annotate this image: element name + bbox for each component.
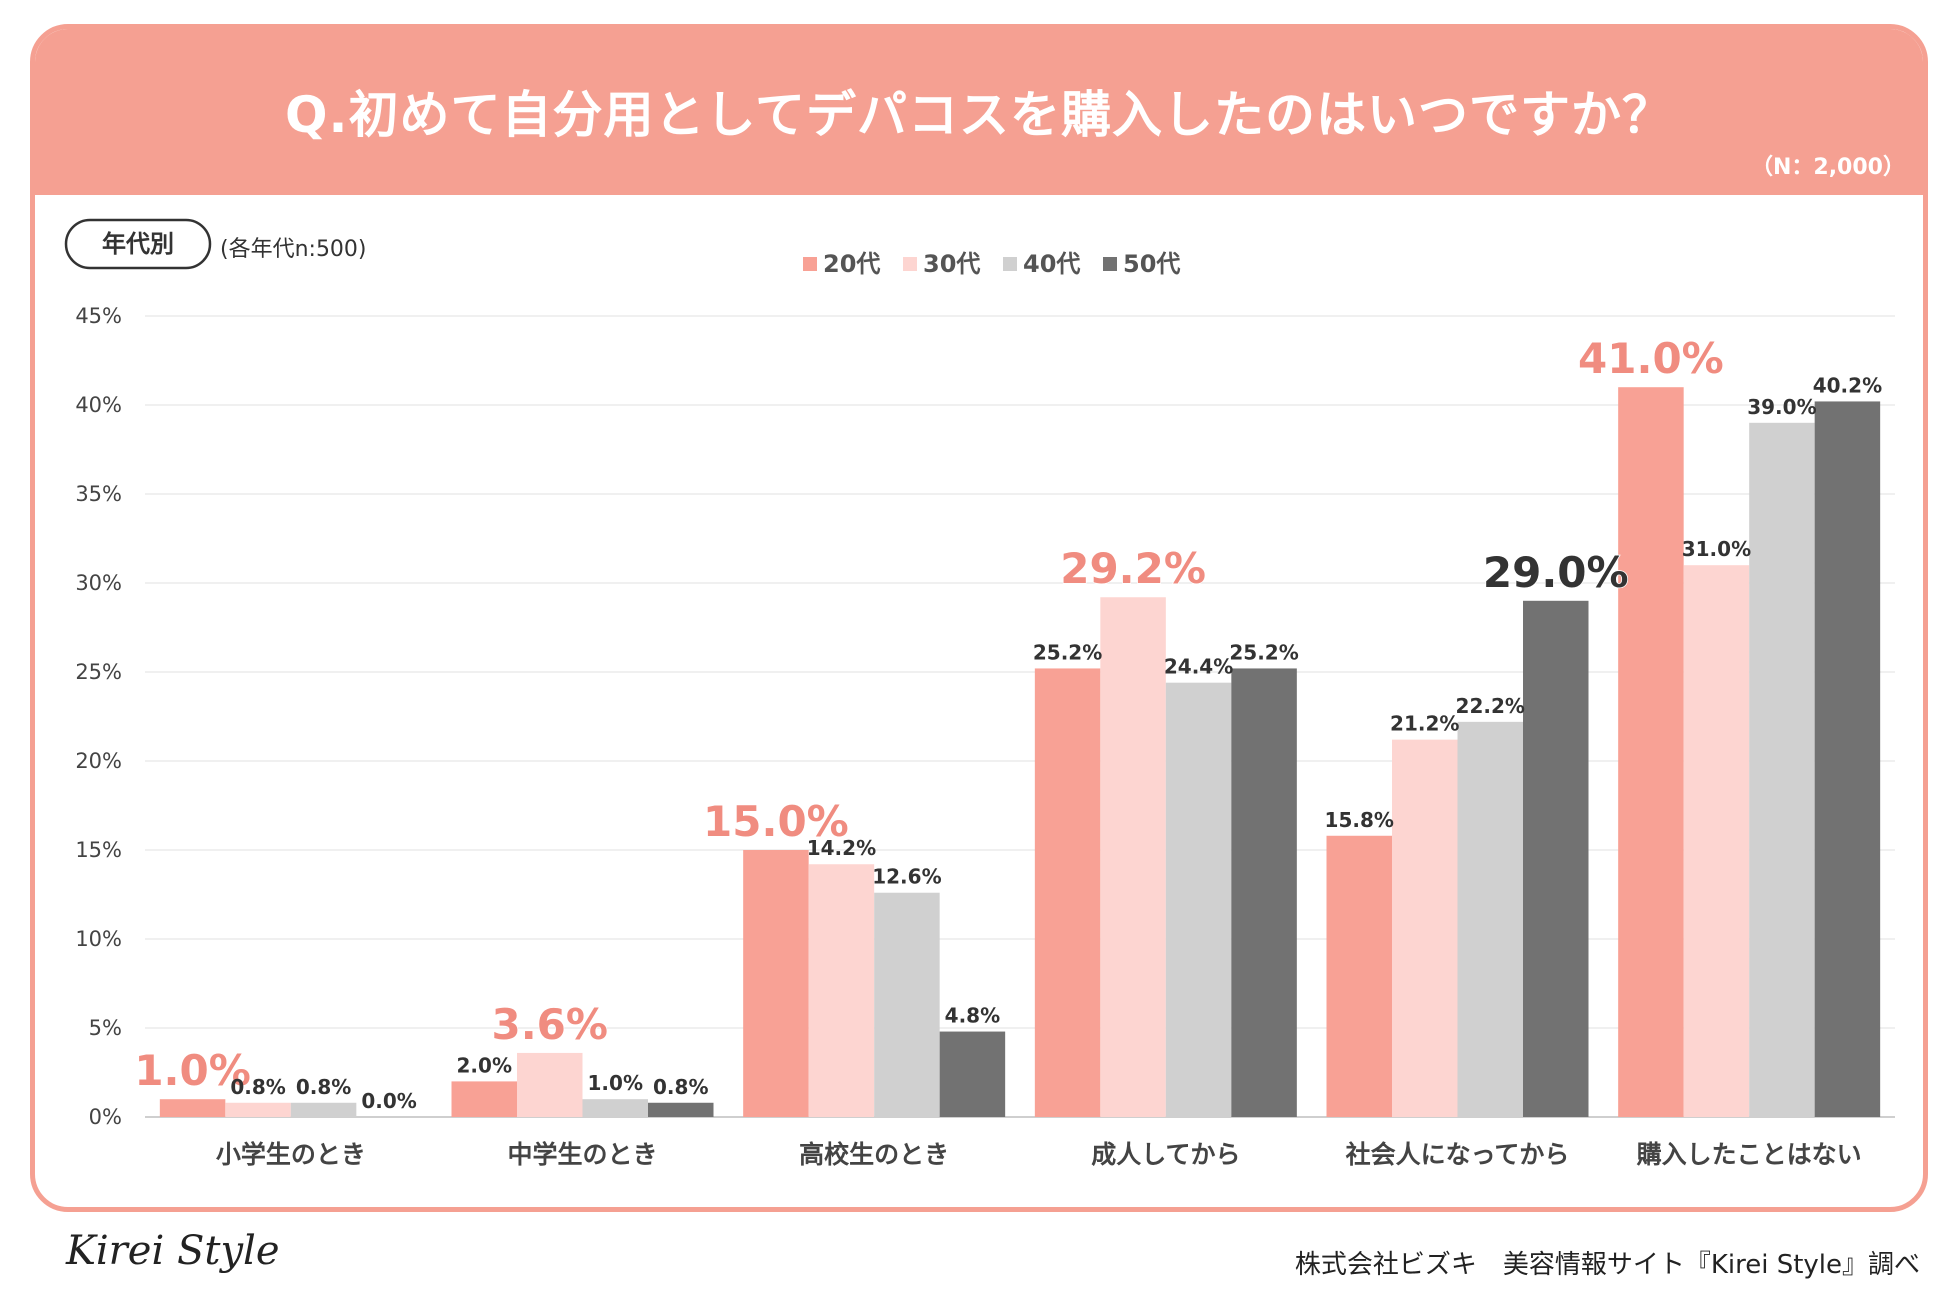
data-label: 22.2% — [1456, 694, 1525, 718]
data-label: 25.2% — [1229, 640, 1298, 664]
data-label-highlight: 29.2% — [1060, 544, 1206, 593]
bar — [1165, 682, 1232, 1117]
legend-swatch — [803, 257, 817, 271]
y-tick-label: 20% — [75, 749, 122, 773]
bar — [1326, 835, 1392, 1117]
data-label: 21.2% — [1390, 712, 1459, 736]
bar — [1683, 565, 1750, 1117]
bar — [874, 892, 940, 1117]
bar — [743, 850, 809, 1117]
data-label-highlight: 41.0% — [1578, 334, 1724, 383]
data-label-highlight: 15.0% — [703, 797, 849, 846]
chart-card: Q.初めて自分用としてデパコスを購入したのはいつですか？ （N：2,000） — [30, 24, 1928, 1212]
card-header: Q.初めて自分用としてデパコスを購入したのはいつですか？ （N：2,000） — [35, 29, 1923, 195]
data-label-highlight: 1.0% — [134, 1046, 250, 1095]
data-label: 0.8% — [296, 1075, 351, 1099]
data-label: 39.0% — [1747, 395, 1816, 419]
bar — [1392, 739, 1458, 1117]
legend-swatch — [1003, 257, 1017, 271]
data-label-highlight: 3.6% — [492, 1000, 608, 1049]
y-tick-label: 40% — [75, 393, 122, 417]
segment-note: (各年代n:500) — [220, 237, 367, 262]
y-tick-label: 15% — [75, 838, 122, 862]
data-label: 15.8% — [1325, 808, 1394, 832]
data-label: 31.0% — [1682, 537, 1751, 561]
bar — [225, 1102, 291, 1117]
bar — [1749, 422, 1815, 1117]
y-tick-label: 35% — [75, 482, 122, 506]
x-tick-label: 高校生のとき — [799, 1140, 949, 1169]
bar — [1814, 401, 1881, 1117]
bar — [1034, 668, 1101, 1117]
bar — [1618, 387, 1684, 1117]
legend-label: 20代 — [823, 250, 880, 278]
bar — [517, 1052, 583, 1117]
data-label: 40.2% — [1813, 373, 1882, 397]
x-tick-label: 社会人になってから — [1346, 1140, 1570, 1169]
chart-title: Q.初めて自分用としてデパコスを購入したのはいつですか？ — [285, 86, 1673, 144]
brand-logo: Kirei Style — [66, 1228, 280, 1274]
legend-swatch — [903, 257, 917, 271]
sample-size-note: （N：2,000） — [1750, 155, 1905, 180]
data-label: 1.0% — [588, 1071, 643, 1095]
x-tick-label: 成人してから — [1091, 1140, 1240, 1169]
legend-label: 30代 — [923, 250, 980, 278]
bar — [648, 1102, 714, 1117]
data-label: 14.2% — [807, 836, 876, 860]
bar — [1231, 668, 1297, 1117]
bar — [1457, 721, 1523, 1117]
legend-swatch — [1103, 257, 1117, 271]
data-label: 0.8% — [230, 1075, 285, 1099]
x-tick-label: 小学生のとき — [216, 1140, 366, 1169]
bar — [1100, 597, 1166, 1117]
data-label: 24.4% — [1164, 655, 1233, 679]
bar — [808, 864, 875, 1117]
legend-label: 50代 — [1123, 250, 1180, 278]
y-tick-label: 0% — [89, 1105, 122, 1129]
data-label: 12.6% — [872, 865, 941, 889]
segment-badge-group: 年代別 (各年代n:500) — [64, 218, 367, 270]
y-tick-label: 10% — [75, 927, 122, 951]
data-label: 25.2% — [1033, 640, 1102, 664]
bar — [1523, 600, 1589, 1117]
data-label: 0.0% — [361, 1089, 416, 1113]
data-label: 0.8% — [653, 1075, 708, 1099]
segment-badge: 年代別 — [102, 230, 174, 258]
bar — [290, 1102, 357, 1117]
bar — [939, 1031, 1006, 1117]
data-label-highlight: 29.0% — [1483, 548, 1629, 597]
y-tick-label: 25% — [75, 660, 122, 684]
y-tick-label: 5% — [89, 1016, 122, 1040]
data-label: 2.0% — [457, 1053, 512, 1077]
x-tick-label: 購入したことはない — [1637, 1140, 1862, 1169]
bar — [582, 1099, 648, 1117]
y-tick-label: 30% — [75, 571, 122, 595]
data-label: 4.8% — [945, 1004, 1000, 1028]
bar — [159, 1099, 226, 1117]
legend-label: 40代 — [1023, 250, 1080, 278]
bar — [451, 1081, 517, 1117]
footer-credit: 株式会社ビズキ 美容情報サイト『Kirei Style』調べ — [1294, 1250, 1920, 1280]
y-tick-label: 45% — [75, 304, 122, 328]
segment-badge-frame — [64, 218, 212, 270]
x-tick-label: 中学生のとき — [507, 1140, 657, 1169]
